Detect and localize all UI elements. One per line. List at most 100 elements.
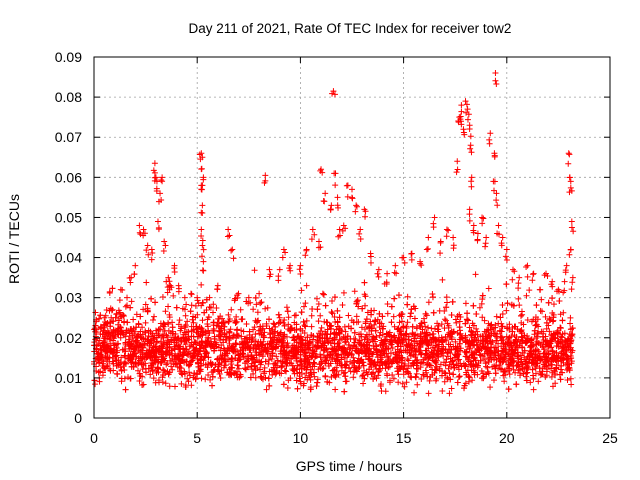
data-point: [530, 270, 537, 277]
data-point-background: [522, 337, 529, 344]
data-point: [468, 178, 475, 185]
data-point: [569, 279, 576, 286]
x-tick-label: 15: [396, 430, 412, 446]
data-point-background: [456, 324, 463, 331]
data-point: [569, 274, 576, 281]
data-point-background: [402, 330, 409, 337]
data-point-background: [347, 368, 354, 375]
data-point: [443, 233, 450, 240]
data-point-background: [188, 358, 195, 365]
data-point-background: [361, 375, 368, 382]
data-point-background: [322, 360, 329, 367]
data-point-background: [482, 360, 489, 367]
data-point-background: [228, 356, 235, 363]
data-point-background: [382, 346, 389, 353]
data-point-background: [356, 337, 363, 344]
data-point-background: [194, 359, 201, 366]
data-point: [336, 226, 343, 233]
data-point: [131, 271, 138, 278]
data-point-background: [235, 351, 242, 358]
data-point-background: [329, 298, 336, 305]
data-point-background: [298, 287, 305, 294]
data-point-background: [365, 356, 372, 363]
data-point-background: [418, 376, 425, 383]
data-point-background: [182, 384, 189, 391]
data-marks: [91, 70, 577, 397]
data-point-background: [456, 340, 463, 347]
data-point-background: [138, 361, 145, 368]
data-point: [344, 193, 351, 200]
data-point-background: [302, 300, 309, 307]
data-point: [487, 130, 494, 137]
data-point-background: [251, 341, 258, 348]
data-point-background: [431, 366, 438, 373]
data-point-background: [366, 324, 373, 331]
data-point-background: [470, 302, 477, 309]
data-point: [198, 253, 205, 260]
data-point-background: [200, 329, 207, 336]
data-point-background: [162, 380, 169, 387]
data-point-background: [92, 322, 99, 329]
data-point-background: [269, 371, 276, 378]
data-point-background: [413, 338, 420, 345]
data-point-background: [506, 334, 513, 341]
data-point-background: [493, 313, 500, 320]
data-point: [348, 194, 355, 201]
data-point-background: [176, 364, 183, 371]
data-point: [464, 116, 471, 123]
data-point-background: [199, 332, 206, 339]
data-point-background: [543, 354, 550, 361]
data-point: [101, 314, 108, 321]
data-point-background: [179, 351, 186, 358]
data-point-background: [502, 369, 509, 376]
data-point-background: [188, 328, 195, 335]
data-point-background: [315, 318, 322, 325]
data-point-background: [293, 377, 300, 384]
data-point-background: [262, 374, 269, 381]
data-point-background: [549, 336, 556, 343]
data-point-background: [317, 328, 324, 335]
data-point-background: [313, 345, 320, 352]
data-point-background: [537, 357, 544, 364]
data-point-background: [425, 361, 432, 368]
data-point: [339, 227, 346, 234]
data-point-background: [550, 330, 557, 337]
data-point: [565, 160, 572, 167]
data-point-background: [543, 319, 550, 326]
data-point-background: [301, 303, 308, 310]
data-point-background: [373, 343, 380, 350]
data-point-background: [218, 359, 225, 366]
data-point-background: [136, 377, 143, 384]
data-point-background: [144, 353, 151, 360]
data-point: [431, 214, 438, 221]
data-point: [229, 246, 236, 253]
data-point-background: [194, 311, 201, 318]
data-point: [188, 291, 195, 298]
data-point-background: [117, 359, 124, 366]
data-point-background: [335, 343, 342, 350]
data-point: [199, 202, 206, 209]
data-point: [462, 98, 469, 105]
data-point-background: [465, 317, 472, 324]
data-point-background: [242, 365, 249, 372]
data-point-background: [451, 364, 458, 371]
data-point-background: [550, 301, 557, 308]
data-point-background: [145, 365, 152, 372]
data-point-background: [317, 312, 324, 319]
data-point-background: [128, 327, 135, 334]
data-point-background: [545, 339, 552, 346]
data-point: [166, 278, 173, 285]
data-point-background: [274, 357, 281, 364]
data-point-background: [331, 314, 338, 321]
data-point: [565, 150, 572, 157]
data-point: [137, 231, 144, 238]
data-point-background: [350, 374, 357, 381]
data-point: [503, 246, 510, 253]
data-point: [523, 264, 530, 271]
data-point-background: [559, 317, 566, 324]
data-point-background: [194, 355, 201, 362]
data-point-background: [446, 390, 453, 397]
data-point-background: [519, 311, 526, 318]
y-tick-label: 0.08: [55, 89, 82, 105]
data-point: [503, 256, 510, 263]
